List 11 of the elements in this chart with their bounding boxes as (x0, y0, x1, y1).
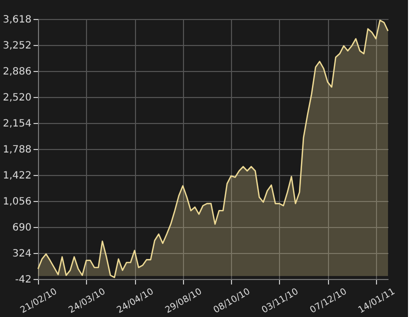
y-tick-label: 690 (12, 222, 32, 234)
y-tick-label: 3,252 (2, 40, 32, 52)
y-tick-label: 324 (12, 248, 32, 260)
y-tick-label: -42 (15, 274, 32, 286)
y-tick-label: 2,886 (2, 66, 32, 78)
y-tick-label: 1,056 (2, 196, 32, 208)
y-tick-label: 1,422 (2, 170, 32, 182)
y-tick-label: 1,788 (2, 144, 32, 156)
y-tick-label: 2,520 (2, 92, 32, 104)
y-tick-label: 3,618 (2, 14, 32, 26)
y-tick-label: 2,154 (2, 118, 32, 130)
